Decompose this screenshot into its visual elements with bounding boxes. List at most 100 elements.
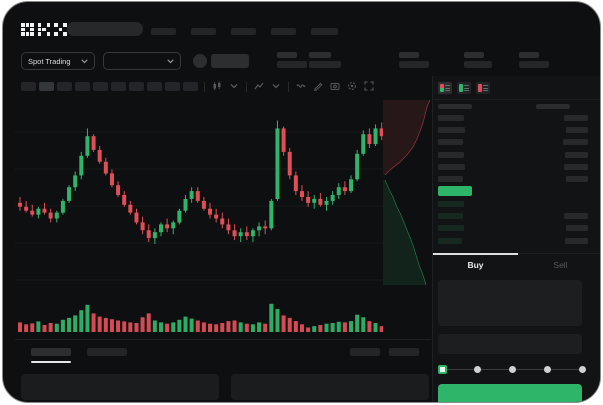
- ticker-stat-4: [464, 52, 492, 68]
- stat-value: [464, 61, 492, 68]
- order-side-tabs: Buy Sell: [433, 253, 600, 275]
- ask-row-3[interactable]: [438, 139, 598, 146]
- pencil-icon[interactable]: [313, 78, 323, 96]
- interval-button-4[interactable]: [75, 82, 90, 91]
- interval-button-9[interactable]: [165, 82, 180, 91]
- camera-icon[interactable]: [330, 78, 340, 96]
- interval-button-2[interactable]: [39, 82, 54, 91]
- interval-button-6[interactable]: [111, 82, 126, 91]
- chevron-down-icon[interactable]: [229, 78, 239, 96]
- expand-icon[interactable]: [364, 78, 374, 96]
- bid-row-1[interactable]: [438, 201, 598, 207]
- ask-row-1[interactable]: [438, 115, 598, 121]
- orders-table-placeholder-2: [231, 374, 429, 400]
- interval-buttons: [21, 82, 198, 91]
- stat-label: [519, 52, 539, 58]
- interval-button-8[interactable]: [147, 82, 162, 91]
- indicator-icon[interactable]: [254, 78, 264, 96]
- toolbar-separator: [246, 81, 247, 92]
- interval-button-10[interactable]: [183, 82, 198, 91]
- chart-tools: [204, 80, 374, 92]
- buy-tab-label: Buy: [467, 260, 484, 270]
- order-total-input[interactable]: [438, 334, 582, 354]
- stat-value: [519, 61, 549, 68]
- history-tab-1[interactable]: [31, 348, 71, 356]
- toolbar-separator: [288, 81, 289, 92]
- bid-row-3[interactable]: [438, 225, 598, 232]
- active-tab-indicator: [31, 361, 71, 363]
- ask-row-4[interactable]: [438, 151, 598, 158]
- ticker-stat-5: [519, 52, 549, 68]
- nav-item-3[interactable]: [231, 28, 256, 35]
- slider-handle[interactable]: [437, 365, 447, 374]
- stat-label: [399, 52, 419, 58]
- orders-table-placeholder-1: [21, 374, 219, 400]
- stat-label: [277, 52, 297, 58]
- ask-row-6[interactable]: [438, 176, 598, 182]
- chevron-down-icon[interactable]: [271, 78, 281, 96]
- stat-value: [277, 61, 307, 68]
- col-header-amount: [536, 104, 570, 109]
- divider: [15, 339, 431, 340]
- ticker-stat-1: [277, 52, 307, 68]
- book-asks-icon[interactable]: [476, 82, 490, 94]
- chevron-down-icon: [167, 58, 174, 63]
- ask-row-2[interactable]: [438, 127, 598, 134]
- stat-label: [309, 52, 331, 58]
- slider-stop-1[interactable]: [473, 366, 481, 373]
- orderbook-panel: Buy Sell: [432, 76, 600, 402]
- order-price-amount-input[interactable]: [438, 280, 582, 326]
- last-price-badge[interactable]: [438, 186, 472, 196]
- nav-item-5[interactable]: [311, 28, 338, 35]
- slider-stop-2[interactable]: [508, 366, 516, 373]
- amount-slider[interactable]: [437, 365, 586, 374]
- nav-item-2[interactable]: [191, 28, 216, 35]
- chevron-down-icon: [81, 58, 88, 63]
- pair-name-placeholder: [211, 54, 249, 68]
- logo-letter-k: [37, 23, 50, 36]
- candlestick-chart[interactable]: [15, 97, 383, 293]
- nav-item-4[interactable]: [271, 28, 296, 35]
- logo-letter-x: [54, 23, 67, 36]
- slider-stop-4[interactable]: [578, 366, 586, 373]
- interval-button-5[interactable]: [93, 82, 108, 91]
- depth-chart[interactable]: [383, 97, 431, 290]
- tab-sell[interactable]: Sell: [518, 254, 600, 275]
- wave-icon[interactable]: [296, 78, 306, 96]
- interval-button-3[interactable]: [57, 82, 72, 91]
- sell-tab-label: Sell: [553, 259, 568, 270]
- toolbar-separator: [204, 81, 205, 92]
- candles-icon[interactable]: [212, 78, 222, 96]
- ticker-stat-2: [309, 52, 341, 68]
- bid-row-4[interactable]: [438, 237, 598, 244]
- interval-button-7[interactable]: [129, 82, 144, 91]
- stat-value: [309, 61, 341, 68]
- slider-stop-3[interactable]: [543, 366, 551, 373]
- market-type-dropdown[interactable]: Spot Trading: [21, 52, 95, 70]
- gear-icon[interactable]: [347, 78, 357, 96]
- top-nav: [151, 28, 338, 35]
- nav-item-1[interactable]: [151, 28, 176, 35]
- book-both-icon[interactable]: [438, 82, 452, 94]
- okx-logo[interactable]: [21, 23, 67, 36]
- search-input[interactable]: [67, 22, 143, 36]
- buy-submit-button[interactable]: [438, 384, 582, 402]
- volume-chart: [18, 303, 383, 332]
- tab-buy[interactable]: Buy: [433, 253, 518, 275]
- book-bids-icon[interactable]: [457, 82, 471, 94]
- interval-button-1[interactable]: [21, 82, 36, 91]
- ask-row-5[interactable]: [438, 163, 598, 170]
- history-tab-2[interactable]: [87, 348, 127, 356]
- logo-letter-o: [21, 23, 34, 36]
- bid-row-2[interactable]: [438, 213, 598, 220]
- history-link-2[interactable]: [389, 348, 419, 356]
- divider: [433, 99, 600, 100]
- ticker-stat-3: [399, 52, 429, 68]
- stat-label: [464, 52, 484, 58]
- orderbook-view-modes: [438, 82, 490, 94]
- pair-selector-dropdown[interactable]: [103, 52, 181, 70]
- col-header-price: [438, 104, 472, 109]
- stat-value: [399, 61, 429, 68]
- history-link-1[interactable]: [350, 348, 380, 356]
